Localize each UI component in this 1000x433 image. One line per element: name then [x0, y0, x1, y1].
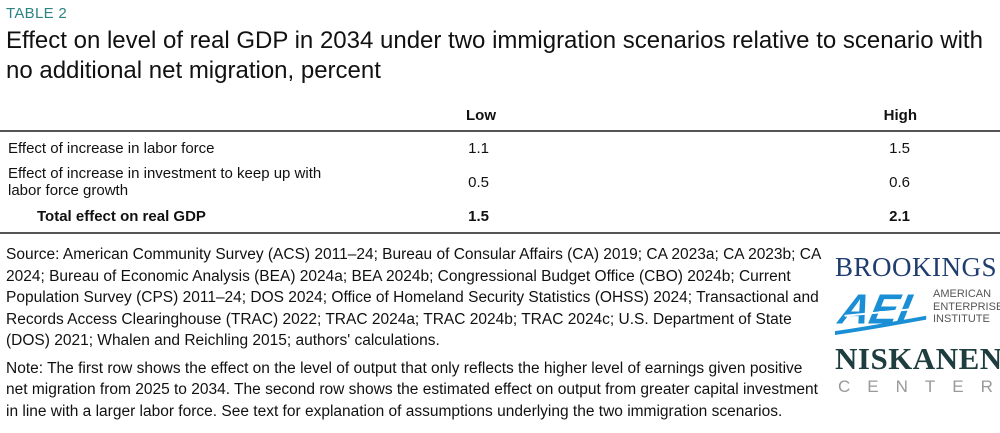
table-row-total: Total effect on real GDP 1.5 2.1	[0, 200, 1000, 234]
high-value: 2.1	[819, 200, 1000, 234]
column-header-low: Low	[328, 100, 819, 132]
row-label: Effect of increase in labor force	[8, 139, 215, 157]
low-value: 0.5	[468, 173, 489, 191]
table-label: TABLE 2	[6, 5, 68, 22]
row-label: Effect of increase in investment to keep…	[8, 165, 322, 199]
aei-logo: AEI	[835, 286, 927, 335]
table-title: Effect on level of real GDP in 2034 unde…	[6, 27, 983, 84]
aei-text-line: INSTITUTE	[933, 313, 990, 325]
data-table: Low High Effect of increase in labor for…	[0, 100, 1000, 234]
table-row: Effect of increase in investment to keep…	[0, 164, 1000, 200]
niskanen-logo: NISKANEN	[835, 341, 1000, 376]
aei-text-line: ENTERPRISE	[933, 300, 1000, 313]
note-text: Note: The first row shows the effect on …	[6, 359, 818, 420]
brookings-logo: BROOKINGS	[835, 252, 998, 282]
aei-logo-group: AEI AMERICAN ENTERPRISE INSTITUTE	[835, 286, 1000, 338]
column-header-high: High	[819, 100, 1000, 132]
low-value: 1.5	[328, 200, 819, 234]
high-value: 1.5	[889, 139, 910, 157]
aei-text-line: AMERICAN	[933, 288, 992, 300]
low-value: 1.1	[468, 139, 489, 157]
row-label: Total effect on real GDP	[0, 200, 328, 234]
aei-logo-text: AMERICAN ENTERPRISE INSTITUTE	[933, 288, 1000, 326]
niskanen-logo-sub: CENTER	[838, 377, 1000, 396]
table-row: Effect of increase in labor force 1.1 1.…	[0, 131, 1000, 164]
high-value: 0.6	[889, 173, 910, 191]
source-text: Source: American Community Survey (ACS) …	[6, 246, 821, 349]
table-header-row: Low High	[0, 100, 1000, 132]
logos: BROOKINGS AEI AMERICAN ENTERPRISE INSTIT…	[835, 252, 1000, 398]
footer-area: Source: American Community Survey (ACS) …	[0, 244, 1000, 422]
column-header-label	[0, 100, 328, 132]
